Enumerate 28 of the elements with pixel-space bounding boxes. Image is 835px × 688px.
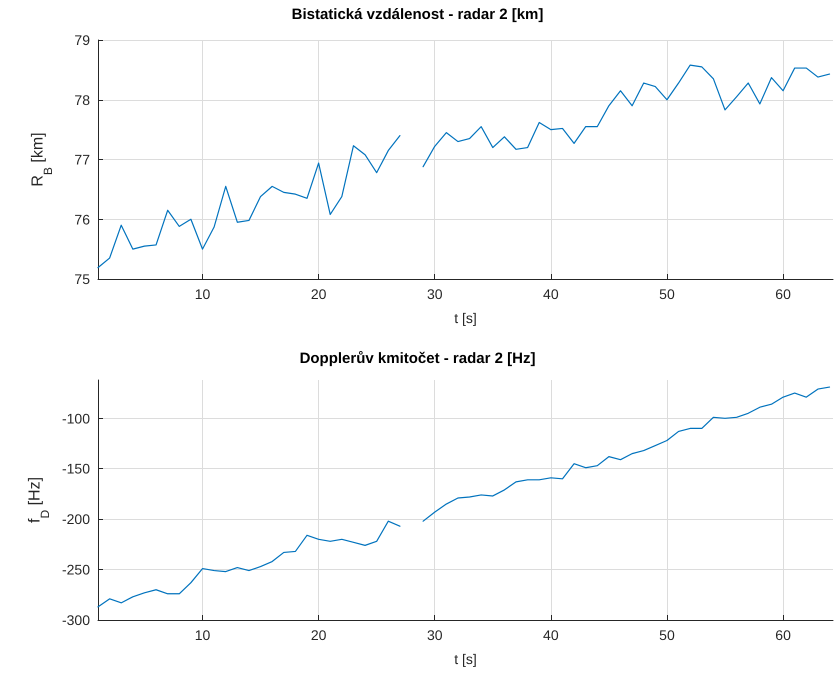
x-axis-title: t [s] bbox=[454, 310, 477, 326]
x-tick-label: 60 bbox=[775, 286, 792, 302]
y-tick-label: -100 bbox=[62, 410, 90, 426]
x-tick-label: 60 bbox=[775, 627, 792, 643]
x-tick-label: 40 bbox=[543, 627, 559, 643]
x-tick-label: 10 bbox=[194, 627, 210, 643]
x-tick-label: 30 bbox=[426, 286, 443, 302]
x-tick-label: 20 bbox=[310, 286, 327, 302]
y-tick-label: -200 bbox=[62, 511, 90, 528]
x-tick-label: 20 bbox=[310, 627, 327, 643]
x-tick-label: 50 bbox=[659, 627, 675, 643]
y-axis-title: fD [Hz] bbox=[26, 477, 52, 524]
chart-title: Dopplerův kmitočet - radar 2 [Hz] bbox=[300, 350, 536, 367]
y-tick-label: 75 bbox=[74, 271, 90, 287]
y-tick-label: -300 bbox=[62, 612, 90, 628]
x-tick-label: 30 bbox=[426, 627, 443, 643]
x-axis-title: t [s] bbox=[454, 651, 477, 667]
y-axis-title: RB [km] bbox=[30, 132, 55, 187]
y-tick-label: 77 bbox=[74, 152, 90, 168]
y-tick-label: 78 bbox=[74, 92, 90, 108]
chart-title: Bistatická vzdálenost - radar 2 [km] bbox=[292, 6, 544, 23]
x-tick-label: 40 bbox=[543, 286, 559, 302]
x-tick-label: 10 bbox=[194, 286, 210, 302]
x-tick-label: 50 bbox=[659, 286, 675, 302]
y-tick-label: 79 bbox=[74, 32, 90, 48]
y-tick-label: -250 bbox=[62, 562, 90, 578]
y-tick-label: 76 bbox=[74, 211, 90, 228]
y-tick-label: -150 bbox=[62, 460, 90, 477]
